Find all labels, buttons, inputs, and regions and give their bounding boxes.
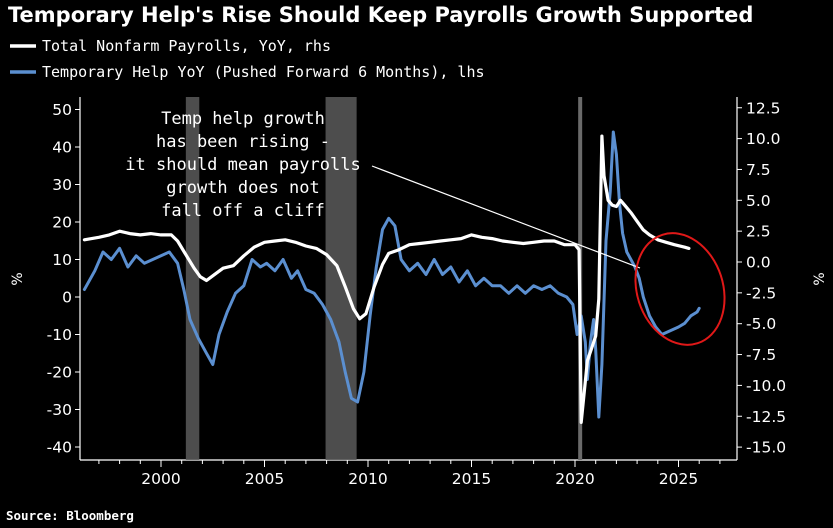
x-tick-label: 2025: [659, 470, 698, 488]
recession-band: [185, 97, 200, 460]
highlight-circle: [634, 232, 726, 346]
series-lines: [82, 130, 701, 424]
payrolls-series-line: [82, 134, 691, 424]
right-tick-label: -7.5: [746, 346, 776, 364]
x-tick-label: 2000: [141, 470, 180, 488]
right-tick-label: 7.5: [746, 161, 771, 179]
annotation-line-2: has been rising -: [156, 132, 330, 152]
left-tick-label: -20: [47, 364, 72, 382]
right-tick-label: -5.0: [746, 315, 776, 333]
right-tick-label: 10.0: [746, 130, 781, 148]
right-tick-label: 5.0: [746, 192, 771, 210]
legend-label-temp-help: Temporary Help YoY (Pushed Forward 6 Mon…: [42, 63, 485, 81]
right-tick-label: -2.5: [746, 284, 776, 302]
x-tick-label: 2015: [452, 470, 491, 488]
left-axis-unit: %: [10, 272, 26, 285]
left-tick-label: 50: [52, 101, 72, 119]
right-tick-label: 2.5: [746, 223, 771, 241]
annotation-line-5: fall off a cliff: [161, 201, 325, 221]
annotation-line-4: growth does not: [166, 178, 320, 198]
source-note: Source: Bloomberg: [6, 508, 134, 523]
annotation-line-3: it should mean payrolls: [125, 155, 360, 175]
right-tick-label: -10.0: [746, 377, 786, 395]
right-axis-ticks: 12.5 10.0 7.5 5.0 2.5 0.0 -2.5 -5.0 -7.5 -10.0 -12…: [737, 99, 786, 457]
chart-title: Temporary Help's Rise Should Keep Payrol…: [8, 3, 753, 27]
right-tick-label: -15.0: [746, 439, 786, 457]
left-axis-ticks: 50 40 30 20 10 0 -10 -20 -30 -40: [47, 101, 80, 457]
left-tick-label: 30: [52, 176, 72, 194]
temp-help-series-line: [82, 130, 701, 419]
left-tick-label: 20: [52, 214, 72, 232]
left-tick-label: 40: [52, 139, 72, 157]
left-tick-label: 10: [52, 251, 72, 269]
legend-label-payrolls: Total Nonfarm Payrolls, YoY, rhs: [42, 37, 331, 55]
left-tick-label: -30: [47, 401, 72, 419]
annotation-line-1: Temp help growth: [161, 109, 325, 129]
left-tick-label: -40: [47, 439, 72, 457]
annotation-pointer-line: [371, 165, 641, 269]
x-axis-ticks: 2000 2005 2010 2015 2020 2025: [98, 460, 721, 488]
right-tick-label: -12.5: [746, 408, 786, 426]
right-tick-label: 0.0: [746, 254, 771, 272]
annotation: Temp help growth has been rising - it sh…: [125, 109, 641, 269]
x-tick-label: 2010: [348, 470, 387, 488]
left-tick-label: -10: [47, 326, 72, 344]
x-tick-label: 2005: [245, 470, 284, 488]
x-tick-label: 2020: [555, 470, 594, 488]
left-tick-label: 0: [62, 289, 72, 307]
right-tick-label: 12.5: [746, 99, 781, 117]
right-axis-unit: %: [812, 272, 828, 285]
legend: Total Nonfarm Payrolls, YoY, rhs Tempora…: [10, 37, 485, 81]
